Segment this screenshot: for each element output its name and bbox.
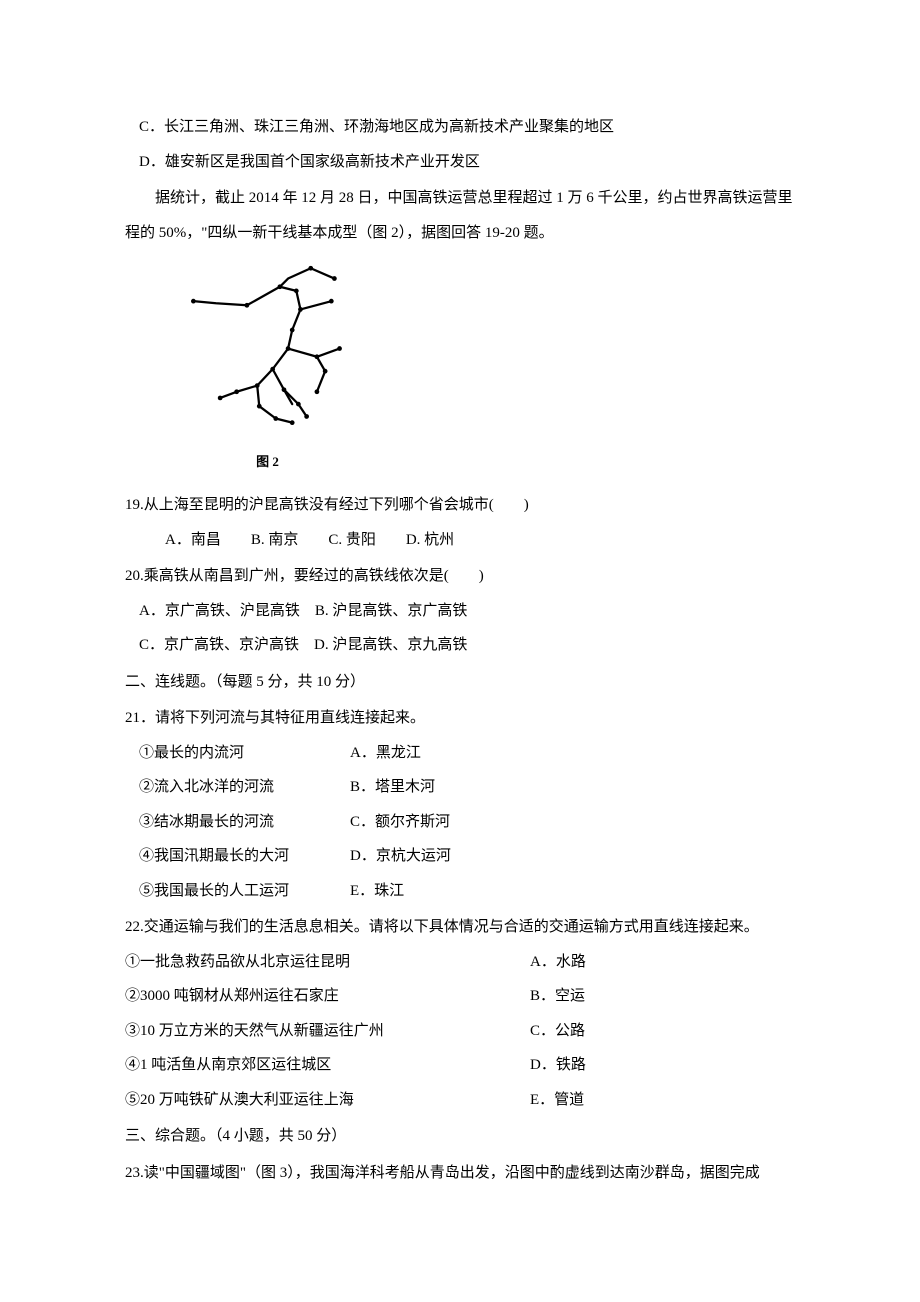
match-left: ①一批急救药品欲从北京运往昆明 [125,945,530,980]
match-left: ③10 万立方米的天然气从新疆运往广州 [125,1014,530,1049]
section-3-heading: 三、综合题。（4 小题，共 50 分） [125,1119,795,1154]
question-20: 20.乘高铁从南昌到广州，要经过的高铁线依次是( ) A．京广高铁、沪昆高铁 B… [125,559,795,663]
match-row: ①一批急救药品欲从北京运往昆明A．水路 [125,945,680,980]
match-left: ⑤20 万吨铁矿从澳大利亚运往上海 [125,1083,530,1118]
passage-intro: 据统计，截止 2014 年 12 月 28 日，中国高铁运营总里程超过 1 万 … [125,181,795,250]
question-20-options-ab: A．京广高铁、沪昆高铁 B. 沪昆高铁、京广高铁 [125,594,795,629]
match-left: ③结冰期最长的河流 [125,805,350,840]
question-23-stem: 23.读"中国疆域图"（图 3），我国海洋科考船从青岛出发，沿图中酌虚线到达南沙… [125,1156,795,1191]
match-row: ③10 万立方米的天然气从新疆运往广州C．公路 [125,1014,680,1049]
question-19: 19.从上海至昆明的沪昆高铁没有经过下列哪个省会城市( ) A．南昌 B. 南京… [125,488,795,557]
question-20-stem: 20.乘高铁从南昌到广州，要经过的高铁线依次是( ) [125,559,795,594]
match-right: B．塔里木河 [350,770,550,805]
match-right: C．公路 [530,1014,680,1049]
match-right: C．额尔齐斯河 [350,805,550,840]
match-right: A．水路 [530,945,680,980]
question-20-options-cd: C．京广高铁、京沪高铁 D. 沪昆高铁、京九高铁 [125,628,795,663]
section-2-heading: 二、连线题。（每题 5 分，共 10 分） [125,665,795,700]
answer-option-c: C．长江三角洲、珠江三角洲、环渤海地区成为高新技术产业聚集的地区 [125,110,795,145]
figure-2-container: 图 2 [170,260,795,476]
question-19-options: A．南昌 B. 南京 C. 贵阳 D. 杭州 [125,523,795,558]
question-21-match-table: ①最长的内流河A．黑龙江②流入北冰洋的河流B．塔里木河③结冰期最长的河流C．额尔… [125,736,550,909]
match-left: ②3000 吨钢材从郑州运往石家庄 [125,979,530,1014]
match-row: ④我国汛期最长的大河D．京杭大运河 [125,839,550,874]
match-left: ④1 吨活鱼从南京郊区运往城区 [125,1048,530,1083]
match-right: D．京杭大运河 [350,839,550,874]
question-22-match-table: ①一批急救药品欲从北京运往昆明A．水路②3000 吨钢材从郑州运往石家庄B．空运… [125,945,680,1118]
match-right: A．黑龙江 [350,736,550,771]
match-row: ①最长的内流河A．黑龙江 [125,736,550,771]
match-row: ③结冰期最长的河流C．额尔齐斯河 [125,805,550,840]
match-left: ④我国汛期最长的大河 [125,839,350,874]
match-row: ②流入北冰洋的河流B．塔里木河 [125,770,550,805]
match-left: ⑤我国最长的人工运河 [125,874,350,909]
answer-option-d: D．雄安新区是我国首个国家级高新技术产业开发区 [125,145,795,180]
match-row: ④1 吨活鱼从南京郊区运往城区D．铁路 [125,1048,680,1083]
match-row: ⑤我国最长的人工运河E．珠江 [125,874,550,909]
question-22: 22.交通运输与我们的生活息息相关。请将以下具体情况与合适的交通运输方式用直线连… [125,910,795,1117]
question-22-stem: 22.交通运输与我们的生活息息相关。请将以下具体情况与合适的交通运输方式用直线连… [125,910,795,945]
question-21-stem: 21．请将下列河流与其特征用直线连接起来。 [125,701,795,736]
match-right: D．铁路 [530,1048,680,1083]
match-row: ⑤20 万吨铁矿从澳大利亚运往上海E．管道 [125,1083,680,1118]
match-right: E．珠江 [350,874,550,909]
question-21: 21．请将下列河流与其特征用直线连接起来。 ①最长的内流河A．黑龙江②流入北冰洋… [125,701,795,908]
match-left: ②流入北冰洋的河流 [125,770,350,805]
match-row: ②3000 吨钢材从郑州运往石家庄B．空运 [125,979,680,1014]
figure-2-map [170,260,365,435]
question-19-stem: 19.从上海至昆明的沪昆高铁没有经过下列哪个省会城市( ) [125,488,795,523]
match-right: B．空运 [530,979,680,1014]
figure-2-caption: 图 2 [170,447,365,477]
match-right: E．管道 [530,1083,680,1118]
match-left: ①最长的内流河 [125,736,350,771]
